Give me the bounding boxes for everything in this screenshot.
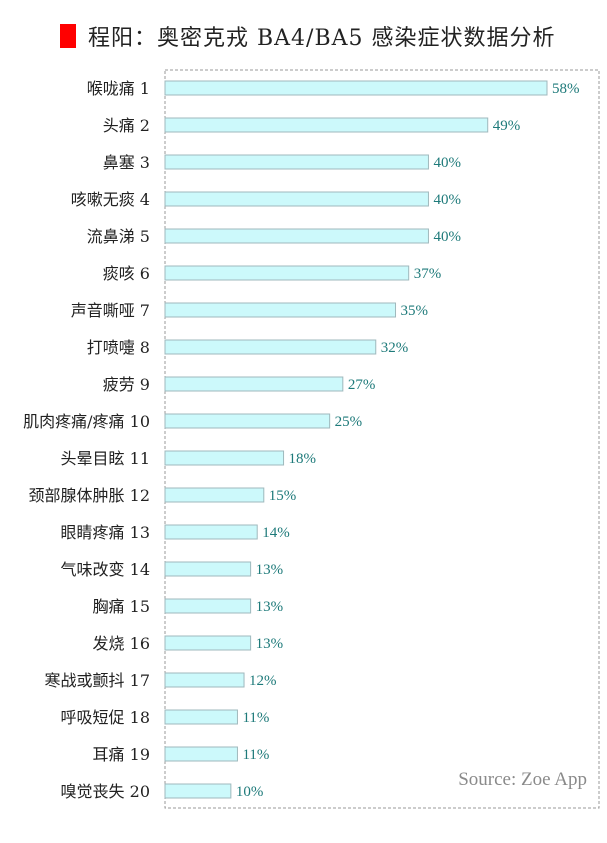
bar (164, 709, 238, 725)
bar (164, 561, 252, 577)
value-label: 49% (493, 118, 520, 134)
bar (164, 487, 265, 503)
value-label: 25% (335, 414, 363, 430)
bar (164, 228, 429, 244)
bar (164, 339, 377, 355)
category-label: 气味改变 14 (61, 560, 150, 579)
category-label: 胸痛 15 (93, 597, 150, 616)
bar (164, 80, 548, 96)
category-label: 疲劳 9 (103, 375, 150, 394)
value-label: 40% (433, 192, 461, 208)
value-label: 14% (262, 525, 290, 541)
value-label: 35% (401, 303, 429, 319)
category-label: 呼吸短促 18 (61, 708, 150, 727)
value-label: 40% (433, 155, 461, 171)
source-note: Source: Zoe App (458, 769, 587, 790)
category-label: 寒战或颤抖 17 (45, 671, 150, 690)
bar (164, 524, 258, 540)
category-label: 眼睛疼痛 13 (61, 523, 150, 542)
bar (164, 635, 252, 651)
value-label: 11% (242, 747, 269, 763)
bar (164, 413, 331, 429)
bar (164, 376, 344, 392)
value-label: 13% (256, 636, 284, 652)
bar (164, 265, 410, 281)
category-label: 头痛 2 (103, 116, 150, 135)
category-label: 嗅觉丧失 20 (61, 782, 150, 801)
chart-title: 程阳：奥密克戎 BA4/BA5 感染症状数据分析 (88, 26, 556, 51)
category-label: 痰咳 6 (103, 264, 150, 283)
value-label: 11% (242, 710, 269, 726)
value-label: 13% (256, 562, 284, 578)
bars-layer: 喉咙痛 1 58% 头痛 2 49% 鼻塞 3 40% 咳嗽无痰 4 40% 流鼻涕 5 40% 痰… (23, 79, 579, 801)
category-label: 发烧 16 (93, 634, 150, 653)
bar (164, 783, 232, 799)
title-marker (60, 24, 76, 48)
bar (164, 598, 252, 614)
value-label: 37% (414, 266, 442, 282)
category-label: 肌肉疼痛/疼痛 10 (23, 412, 150, 431)
value-label: 27% (348, 377, 376, 393)
value-label: 58% (552, 81, 580, 97)
value-label: 40% (433, 229, 461, 245)
category-label: 颈部腺体肿胀 12 (29, 486, 150, 505)
chart-title-row: 程阳：奥密克戎 BA4/BA5 感染症状数据分析 (60, 22, 556, 51)
category-label: 咳嗽无痰 4 (71, 190, 150, 209)
bar (164, 191, 429, 207)
category-label: 耳痛 19 (93, 745, 150, 764)
bar (164, 746, 238, 762)
value-label: 13% (256, 599, 284, 615)
value-label: 32% (381, 340, 409, 356)
bar (164, 302, 397, 318)
category-label: 喉咙痛 1 (87, 79, 150, 98)
plot-border (164, 69, 600, 809)
value-label: 12% (249, 673, 277, 689)
bar (164, 154, 429, 170)
bar (164, 450, 285, 466)
value-label: 18% (289, 451, 317, 467)
category-label: 流鼻涕 5 (87, 227, 150, 246)
category-label: 头晕目眩 11 (61, 449, 150, 468)
value-label: 10% (236, 784, 263, 800)
category-label: 打喷嚏 8 (87, 338, 150, 357)
value-label: 15% (269, 488, 297, 504)
bar (164, 117, 489, 133)
category-label: 声音嘶哑 7 (71, 301, 150, 320)
bar (164, 672, 245, 688)
category-label: 鼻塞 3 (103, 153, 150, 172)
